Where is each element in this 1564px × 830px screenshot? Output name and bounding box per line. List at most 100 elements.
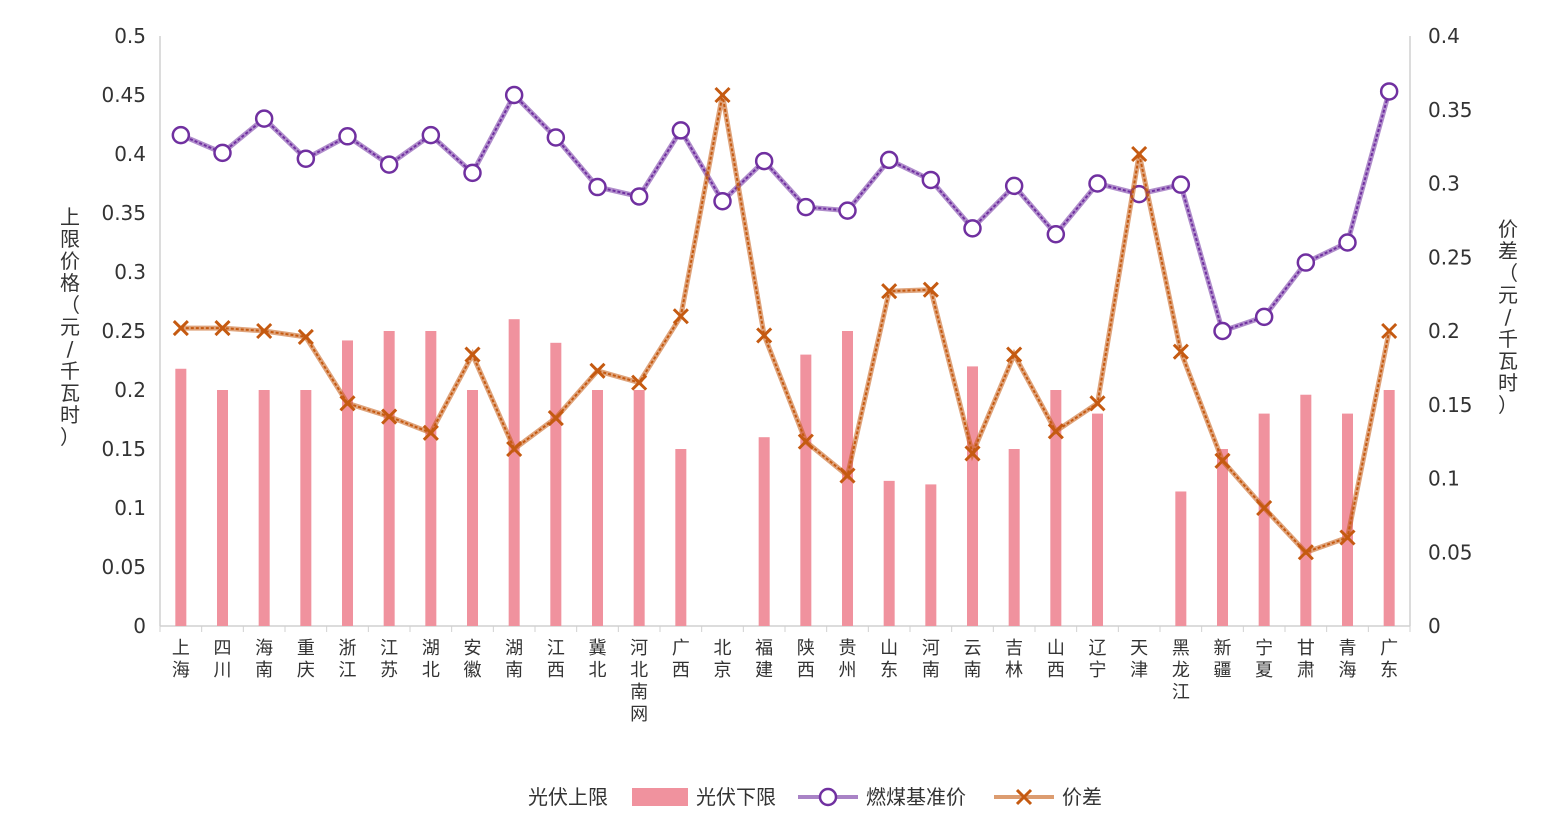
point-coal-price [879,150,899,170]
line-series [171,82,1399,561]
point-coal-price [546,128,566,147]
point-coal-price [1338,233,1357,252]
bar-pv-lower [1008,449,1020,626]
point-coal-price [171,125,191,145]
bar-pv-lower [217,390,228,626]
point-coal-price [463,163,482,183]
price-diff-line [180,94,1391,554]
point-coal-price [796,197,816,217]
point-price-diff [547,409,564,427]
point-coal-price [1088,174,1107,193]
point-coal-price [1296,253,1316,272]
point-coal-price [1171,175,1191,194]
bar-series [175,319,1395,626]
x-category-label: 广东 [1380,638,1398,681]
legend-swatch-marker [818,787,838,807]
bar-pv-lower [1383,390,1395,626]
x-category-label: 河北南网 [630,638,648,725]
y-tick-label: 0.45 [101,83,146,107]
x-category-label: 云南 [964,638,982,681]
point-coal-price [421,125,441,145]
point-coal-price [1379,82,1399,101]
point-price-diff [881,283,898,300]
y2-tick-label: 0.25 [1428,245,1473,269]
coal-price-line [180,91,1391,333]
point-price-diff [422,424,439,441]
x-category-label: 江苏 [380,638,398,681]
legend-swatch-pv-lower [632,788,688,806]
bar-pv-lower [925,484,937,626]
bar-pv-lower [1300,394,1312,626]
x-category-label: 北京 [714,638,732,681]
point-price-diff [964,445,981,462]
y-tick-label: 0.35 [101,201,146,225]
x-category-label: 河南 [922,638,940,681]
point-price-diff [672,308,689,325]
y-tick-label: 0.1 [114,496,146,520]
x-category-label: 重庆 [297,638,315,681]
legend-label-pv-lower: 光伏下限 [696,785,776,809]
point-price-diff [1214,452,1231,469]
x-category-label: 湖北 [422,638,440,681]
point-price-diff [1089,395,1106,412]
y2-tick-label: 0.05 [1428,540,1473,564]
point-price-diff [339,395,356,412]
legend-swatch-coal-price [798,787,858,807]
point-price-diff [506,440,523,458]
bar-pv-lower [758,437,770,626]
y-tick-label: 0.3 [114,260,146,284]
x-category-label: 天津 [1130,638,1148,681]
y2-tick-label: 0.2 [1428,319,1460,343]
legend: 光伏上限 光伏下限 燃煤基准价 价差 [528,785,1102,809]
x-category-label: 辽宁 [1089,638,1107,681]
bar-pv-lower [800,354,812,626]
y2-tick-label: 0.4 [1428,24,1460,48]
point-price-diff [714,86,731,104]
x-category-label: 山东 [880,638,898,681]
point-price-diff [1047,423,1064,440]
x-category-label: 江西 [547,638,565,681]
point-price-diff [256,322,273,340]
y-axis-title: 上限价格（元/千瓦时） [60,205,80,449]
bar-pv-lower [1217,449,1228,626]
point-price-diff [381,408,398,425]
y2-tick-label: 0 [1428,614,1441,638]
y2-tick-label: 0.35 [1428,98,1473,122]
x-category-label: 贵州 [839,638,857,681]
bar-pv-lower [675,449,687,626]
point-price-diff [631,374,648,391]
bar-pv-lower [425,331,437,626]
point-price-diff [589,362,606,379]
bar-pv-lower [1258,413,1270,626]
bar-pv-lower [1050,390,1062,626]
x-category-label: 黑龙江 [1172,638,1190,703]
bar-pv-lower [1175,491,1187,626]
point-price-diff [839,467,856,484]
point-price-diff [1131,145,1148,163]
point-coal-price [754,151,774,171]
point-price-diff [1172,343,1189,360]
legend-swatch-marker [1015,788,1033,806]
point-price-diff [1297,544,1314,561]
y2-tick-label: 0.3 [1428,172,1460,196]
y-tick-label: 0 [133,614,146,638]
x-category-label: 海南 [255,638,273,681]
bar-pv-lower [175,368,187,626]
y2-tick-label: 0.15 [1428,393,1473,417]
point-coal-price [588,177,607,197]
y2-tick-label: 0.1 [1428,467,1460,491]
point-coal-price [1213,321,1232,341]
point-price-diff [756,327,773,344]
point-coal-price [963,219,982,238]
point-coal-price [1254,307,1274,327]
point-price-diff [172,319,189,337]
bar-pv-lower [592,390,603,626]
y-tick-label: 0.25 [101,319,146,343]
point-price-diff [297,328,314,345]
point-coal-price [504,85,524,105]
bar-pv-lower [550,342,562,626]
legend-label-price-diff: 价差 [1062,785,1102,809]
y-tick-label: 0.2 [114,378,146,402]
point-coal-price [713,191,732,211]
